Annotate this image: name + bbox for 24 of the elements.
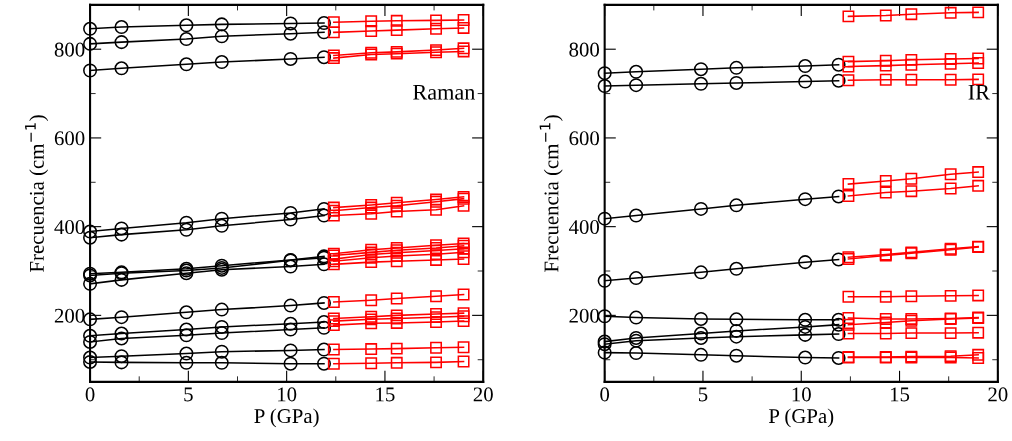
- x-tick-label: 20: [473, 387, 493, 402]
- x-tick-label: 10: [792, 387, 811, 402]
- y-tick-label: 600: [54, 131, 85, 146]
- y-tick-label: 400: [54, 220, 85, 235]
- x-tick-label: 0: [600, 387, 610, 402]
- x-tick-label: 15: [890, 387, 910, 402]
- y-tick-label: 600: [569, 131, 600, 146]
- y-axis-title: Frecuencia (cm$^{−1}$): [25, 115, 49, 272]
- y-tick-label: 200: [54, 308, 85, 323]
- y-tick-label: 400: [568, 220, 600, 235]
- annotation: Raman: [413, 84, 476, 100]
- x-tick-label: 20: [988, 387, 1008, 402]
- y-tick-label: 800: [569, 42, 600, 57]
- y-tick-label: 200: [569, 308, 600, 323]
- x-tick-label: 15: [376, 387, 395, 402]
- y-tick-label: 800: [54, 42, 85, 57]
- x-tick-label: 0: [85, 387, 95, 402]
- annotation: IR: [968, 84, 990, 100]
- x-tick-label: 5: [698, 387, 708, 402]
- x-axis-title: P (GPa): [254, 408, 319, 428]
- x-tick-label: 10: [278, 387, 297, 402]
- x-tick-label: 5: [184, 387, 193, 402]
- y-axis-title: Frecuencia (cm$^{−1}$): [539, 115, 563, 272]
- x-axis-title: P (GPa): [768, 408, 834, 428]
